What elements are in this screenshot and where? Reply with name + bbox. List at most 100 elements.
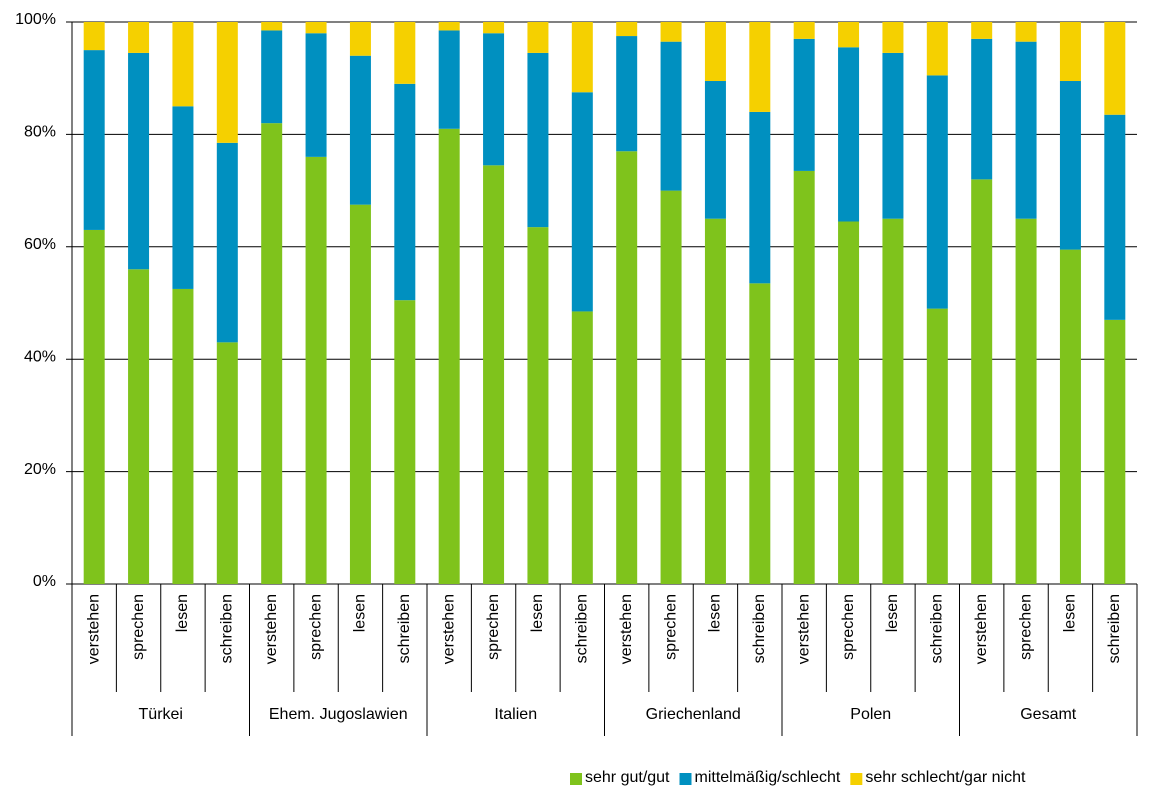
bar-segment <box>305 22 327 34</box>
bar-segment <box>1104 22 1126 115</box>
bar-segment <box>83 50 105 230</box>
bar-segment <box>483 22 505 34</box>
y-tick-label: 60% <box>24 236 56 253</box>
bar-segment <box>349 22 371 56</box>
x-tick-label: lesen <box>707 594 724 632</box>
bar-segment <box>926 75 948 309</box>
bar-segment <box>616 22 638 37</box>
x-tick-label: verstehen <box>440 594 457 664</box>
legend-swatch <box>679 773 692 785</box>
bar-segment <box>172 22 194 107</box>
x-tick-label: verstehen <box>973 594 990 664</box>
x-tick-label: verstehen <box>618 594 635 664</box>
bar-segment <box>349 204 371 584</box>
bar-segment <box>749 22 771 112</box>
x-tick-label: sprechen <box>1017 594 1034 660</box>
group-label: Polen <box>850 706 891 723</box>
bar-segment <box>838 22 860 48</box>
bar-segment <box>704 81 726 219</box>
bar-segment <box>305 156 327 584</box>
bar-segment <box>216 142 238 343</box>
bar-segment <box>438 22 460 31</box>
bar-segment <box>838 221 860 584</box>
group-label: Gesamt <box>1020 706 1077 723</box>
bar-segment <box>616 36 638 152</box>
bar-segment <box>438 128 460 584</box>
bar-segment <box>749 111 771 284</box>
bar-segment <box>971 179 993 585</box>
bar-segment <box>172 288 194 584</box>
bar-segment <box>971 38 993 180</box>
bar-segment <box>971 22 993 39</box>
bar-segment <box>261 30 283 124</box>
y-tick-label: 0% <box>33 573 56 590</box>
bar-segment <box>261 22 283 31</box>
legend-label: mittelmäßig/schlecht <box>695 769 841 786</box>
x-tick-label: lesen <box>352 594 369 632</box>
bar-segment <box>216 342 238 584</box>
legend-label: sehr schlecht/gar nicht <box>865 769 1026 786</box>
bar-segment <box>261 123 283 584</box>
legend-swatch <box>850 773 863 785</box>
bar-segment <box>172 106 194 289</box>
bar-segment <box>882 218 904 584</box>
bar-segment <box>1015 41 1037 219</box>
bar-segment <box>882 22 904 53</box>
bar-segment <box>1059 81 1081 250</box>
x-tick-label: schreiben <box>929 594 946 663</box>
x-tick-label: lesen <box>529 594 546 632</box>
bar-segment <box>793 22 815 39</box>
bar-segment <box>616 151 638 584</box>
x-tick-label: sprechen <box>662 594 679 660</box>
y-tick-label: 20% <box>24 461 56 478</box>
x-tick-label: schreiben <box>1106 594 1123 663</box>
bar-segment <box>660 190 682 584</box>
bar-segment <box>838 47 860 222</box>
bar-segment <box>128 22 150 53</box>
bar-segment <box>1015 22 1037 42</box>
bar-segment <box>660 22 682 42</box>
bar-segment <box>571 92 593 312</box>
bar-segment <box>394 83 416 301</box>
bar-segment <box>305 33 327 157</box>
bar-segment <box>438 30 460 129</box>
x-tick-label: schreiben <box>574 594 591 663</box>
y-tick-label: 40% <box>24 348 56 365</box>
bar-segment <box>926 308 948 584</box>
bar-segment <box>483 33 505 166</box>
bar-segment <box>1059 249 1081 585</box>
bar-segment <box>128 269 150 584</box>
bar-segment <box>660 41 682 191</box>
bar-segment <box>83 22 105 51</box>
bar-segment <box>704 218 726 584</box>
bar-segment <box>1104 319 1126 584</box>
y-tick-label: 80% <box>24 124 56 141</box>
bar-segment <box>793 38 815 171</box>
x-tick-label: sprechen <box>307 594 324 660</box>
bar-segment <box>483 165 505 584</box>
bar-segment <box>926 22 948 76</box>
bar-segment <box>527 22 549 53</box>
x-tick-label: verstehen <box>85 594 102 664</box>
bar-segment <box>571 22 593 93</box>
bar-segment <box>349 55 371 205</box>
bar-segment <box>394 22 416 84</box>
group-label: Ehem. Jugoslawien <box>269 706 408 723</box>
x-tick-label: lesen <box>884 594 901 632</box>
x-tick-label: schreiben <box>219 594 236 663</box>
x-tick-label: verstehen <box>795 594 812 664</box>
bar-segment <box>1104 114 1126 320</box>
bar-segment <box>394 300 416 584</box>
x-tick-label: verstehen <box>263 594 280 664</box>
y-tick-label: 100% <box>15 11 56 28</box>
group-label: Italien <box>494 706 537 723</box>
x-tick-label: schreiben <box>751 594 768 663</box>
group-label: Türkei <box>139 706 183 723</box>
bar-segment <box>749 283 771 584</box>
x-tick-label: lesen <box>174 594 191 632</box>
bar-segment <box>1059 22 1081 82</box>
x-tick-label: sprechen <box>840 594 857 660</box>
bar-segment <box>704 22 726 82</box>
x-tick-label: schreiben <box>396 594 413 663</box>
